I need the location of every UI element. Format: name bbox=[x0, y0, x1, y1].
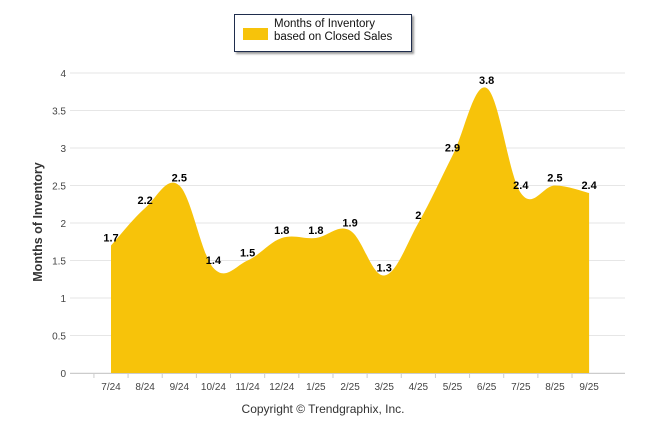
x-tick-label: 6/25 bbox=[477, 382, 497, 393]
x-tick-label: 8/24 bbox=[135, 382, 155, 393]
data-label: 2 bbox=[415, 210, 421, 222]
x-tick-label: 2/25 bbox=[340, 382, 360, 393]
x-tick-label: 8/25 bbox=[545, 382, 565, 393]
data-label: 2.4 bbox=[513, 180, 529, 192]
data-label: 1.7 bbox=[103, 233, 118, 245]
y-tick-label: 0 bbox=[60, 369, 66, 380]
x-tick-label: 3/25 bbox=[374, 382, 394, 393]
y-tick-label: 1.5 bbox=[52, 257, 66, 268]
data-label: 1.8 bbox=[274, 225, 289, 237]
x-tick-label: 11/24 bbox=[235, 382, 260, 393]
y-tick-label: 3 bbox=[60, 144, 66, 155]
data-label: 1.4 bbox=[206, 255, 222, 267]
y-tick-label: 2.5 bbox=[52, 182, 66, 193]
x-tick-label: 7/24 bbox=[101, 382, 121, 393]
x-tick-label: 7/25 bbox=[511, 382, 531, 393]
data-label: 1.8 bbox=[308, 225, 323, 237]
x-tick-label: 9/25 bbox=[579, 382, 599, 393]
data-label: 2.4 bbox=[581, 180, 597, 192]
x-tick-label: 4/25 bbox=[409, 382, 429, 393]
data-label: 1.3 bbox=[377, 263, 392, 275]
y-tick-label: 0.5 bbox=[52, 332, 66, 343]
y-tick-label: 4 bbox=[60, 69, 66, 80]
x-tick-label: 5/25 bbox=[443, 382, 463, 393]
data-label: 2.5 bbox=[547, 173, 562, 185]
data-label: 2.5 bbox=[172, 173, 187, 185]
area-series bbox=[111, 87, 590, 373]
y-axis-label: Months of Inventory bbox=[31, 162, 45, 282]
y-tick-label: 3.5 bbox=[52, 107, 66, 118]
y-tick-label: 1 bbox=[60, 294, 66, 305]
x-tick-label: 9/24 bbox=[170, 382, 190, 393]
data-label: 3.8 bbox=[479, 75, 494, 87]
data-label: 1.9 bbox=[342, 218, 357, 230]
copyright-footer: Copyright © Trendgraphix, Inc. bbox=[241, 402, 405, 416]
legend-swatch bbox=[243, 28, 268, 40]
x-tick-label: 10/24 bbox=[201, 382, 226, 393]
x-tick-label: 12/24 bbox=[269, 382, 294, 393]
x-tick-label: 1/25 bbox=[306, 382, 326, 393]
data-label: 2.2 bbox=[138, 195, 153, 207]
legend-label: Months of Inventory based on Closed Sale… bbox=[274, 18, 393, 43]
y-tick-label: 2 bbox=[60, 219, 66, 230]
legend: Months of Inventory based on Closed Sale… bbox=[234, 14, 412, 52]
data-label: 2.9 bbox=[445, 143, 460, 155]
data-label: 1.5 bbox=[240, 248, 255, 260]
